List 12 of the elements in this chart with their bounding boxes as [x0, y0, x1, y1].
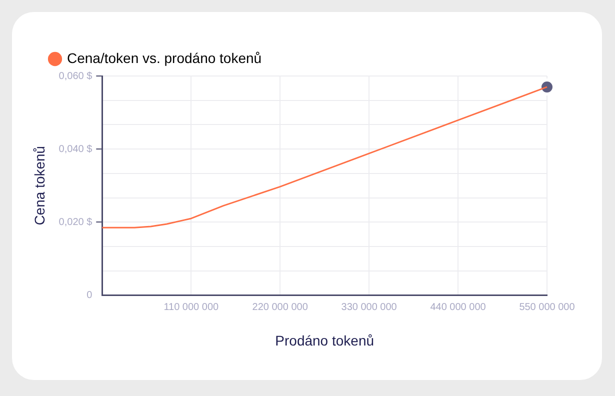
y-tick-label: 0,060 $: [58, 70, 93, 82]
x-axis-title: Prodáno tokenů: [275, 332, 374, 348]
x-tick-label: 220 000 000: [252, 302, 308, 313]
x-tick-label: 550 000 000: [519, 302, 576, 313]
y-tick-label: 0,040 $: [58, 144, 93, 155]
legend-label: Cena/token vs. prodáno tokenů: [67, 50, 262, 66]
x-tick-label: 440 000 000: [430, 302, 486, 313]
y-tick-label: 0: [86, 290, 93, 301]
x-tick-label: 330 000 000: [341, 302, 398, 313]
y-axis-title: Cena tokenů: [31, 146, 48, 226]
x-tick-label: 110 000 000: [164, 302, 219, 313]
y-tick-label: 0,020 $: [58, 216, 93, 228]
